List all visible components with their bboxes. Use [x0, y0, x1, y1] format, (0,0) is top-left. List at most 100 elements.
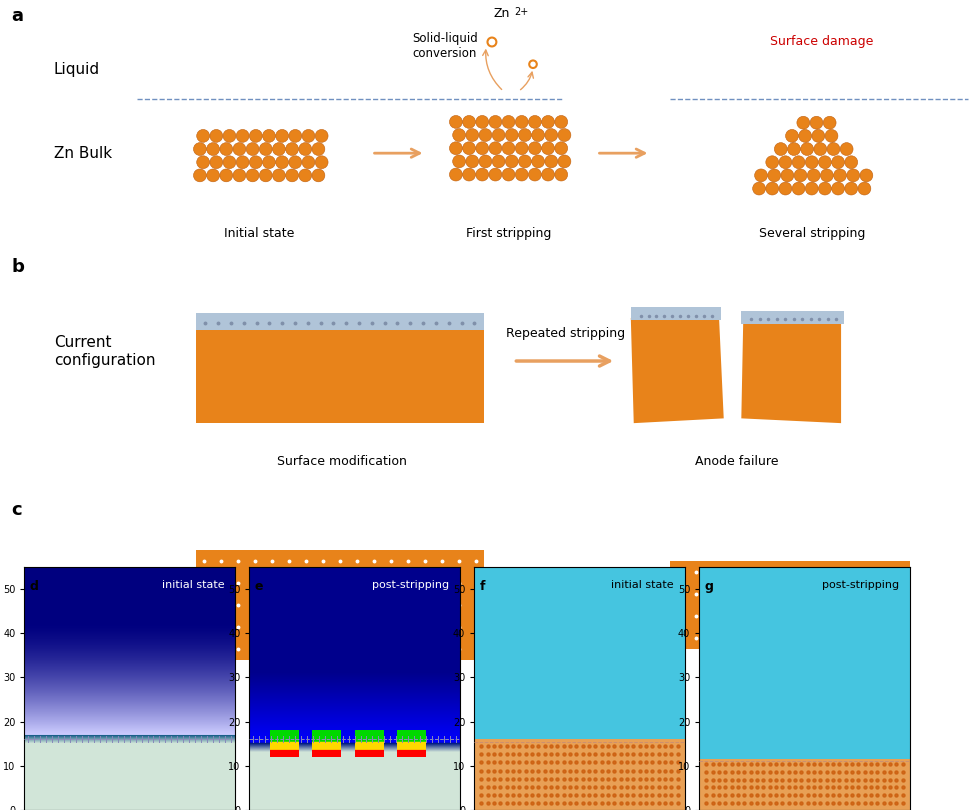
Ellipse shape: [249, 130, 262, 143]
Ellipse shape: [452, 129, 465, 142]
Ellipse shape: [262, 156, 276, 168]
Ellipse shape: [488, 116, 501, 128]
Ellipse shape: [793, 169, 806, 181]
Ellipse shape: [223, 156, 235, 168]
Text: f: f: [479, 580, 485, 593]
Ellipse shape: [811, 130, 824, 143]
Ellipse shape: [779, 156, 791, 168]
Ellipse shape: [315, 130, 327, 143]
Ellipse shape: [846, 169, 859, 181]
Ellipse shape: [465, 155, 478, 168]
Ellipse shape: [823, 117, 835, 129]
Ellipse shape: [859, 169, 871, 181]
Ellipse shape: [541, 116, 554, 128]
Ellipse shape: [449, 116, 462, 128]
Polygon shape: [630, 313, 723, 423]
Ellipse shape: [288, 130, 302, 143]
Ellipse shape: [501, 168, 515, 181]
Bar: [195, 313, 484, 330]
Ellipse shape: [299, 169, 312, 181]
Text: Anode failure: Anode failure: [694, 455, 778, 468]
Ellipse shape: [223, 130, 235, 143]
Ellipse shape: [505, 155, 518, 168]
Ellipse shape: [791, 182, 804, 195]
Bar: [630, 307, 720, 321]
Ellipse shape: [299, 143, 312, 156]
Text: Solid-liquid
conversion: Solid-liquid conversion: [411, 32, 478, 60]
Ellipse shape: [206, 169, 219, 181]
Ellipse shape: [276, 156, 288, 168]
Ellipse shape: [249, 156, 262, 168]
Ellipse shape: [462, 168, 475, 181]
Ellipse shape: [273, 169, 285, 181]
Ellipse shape: [752, 182, 765, 195]
Ellipse shape: [285, 169, 298, 181]
Text: initial state: initial state: [611, 580, 673, 590]
Ellipse shape: [233, 143, 245, 156]
Text: Ideal
configuration: Ideal configuration: [54, 575, 155, 608]
Polygon shape: [741, 318, 840, 423]
Ellipse shape: [554, 116, 567, 128]
Text: g: g: [703, 580, 712, 593]
Ellipse shape: [765, 182, 778, 195]
Ellipse shape: [830, 156, 843, 168]
Ellipse shape: [479, 155, 491, 168]
Ellipse shape: [844, 182, 857, 195]
Ellipse shape: [809, 117, 822, 129]
Ellipse shape: [262, 130, 276, 143]
Ellipse shape: [501, 142, 515, 155]
Ellipse shape: [273, 143, 285, 156]
Text: Repeated stripping: Repeated stripping: [505, 326, 624, 339]
Ellipse shape: [233, 169, 245, 181]
Text: initial state: initial state: [161, 580, 224, 590]
Ellipse shape: [476, 142, 488, 155]
Ellipse shape: [827, 143, 839, 156]
Bar: [195, 549, 484, 660]
Ellipse shape: [236, 130, 249, 143]
Ellipse shape: [505, 129, 518, 142]
Ellipse shape: [259, 169, 272, 181]
Ellipse shape: [806, 169, 820, 181]
Ellipse shape: [515, 142, 528, 155]
Ellipse shape: [844, 156, 857, 168]
Ellipse shape: [820, 169, 832, 181]
Text: e: e: [254, 580, 263, 593]
Ellipse shape: [491, 129, 504, 142]
Text: post-stripping: post-stripping: [821, 580, 898, 590]
Ellipse shape: [558, 155, 571, 168]
Ellipse shape: [465, 129, 478, 142]
Text: c: c: [12, 501, 22, 519]
Ellipse shape: [515, 168, 528, 181]
Ellipse shape: [554, 142, 567, 155]
Ellipse shape: [488, 142, 501, 155]
Ellipse shape: [818, 182, 830, 195]
Ellipse shape: [210, 156, 223, 168]
Ellipse shape: [196, 130, 209, 143]
Ellipse shape: [462, 116, 475, 128]
Text: Damage-free anode: Damage-free anode: [727, 691, 852, 704]
Bar: [741, 311, 843, 324]
Ellipse shape: [528, 116, 540, 128]
Ellipse shape: [302, 156, 315, 168]
Ellipse shape: [193, 143, 206, 156]
Ellipse shape: [449, 168, 462, 181]
Ellipse shape: [518, 129, 531, 142]
Ellipse shape: [488, 168, 501, 181]
Ellipse shape: [779, 182, 791, 195]
Ellipse shape: [302, 130, 315, 143]
Ellipse shape: [830, 182, 843, 195]
Ellipse shape: [246, 143, 259, 156]
Ellipse shape: [288, 156, 302, 168]
Ellipse shape: [259, 143, 272, 156]
Ellipse shape: [767, 169, 780, 181]
Ellipse shape: [476, 168, 488, 181]
Ellipse shape: [781, 169, 793, 181]
Text: Liquid: Liquid: [54, 62, 100, 77]
Bar: [195, 327, 484, 423]
Ellipse shape: [541, 142, 554, 155]
Ellipse shape: [210, 130, 223, 143]
Ellipse shape: [196, 156, 209, 168]
Text: Initial state: Initial state: [224, 227, 294, 240]
Ellipse shape: [554, 168, 567, 181]
Ellipse shape: [857, 182, 870, 195]
